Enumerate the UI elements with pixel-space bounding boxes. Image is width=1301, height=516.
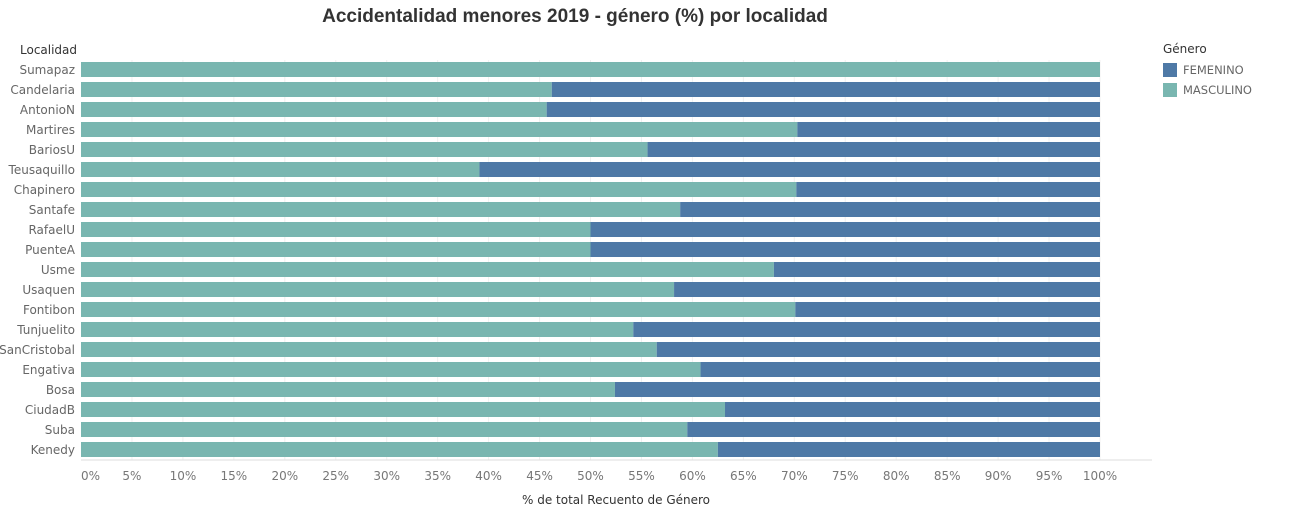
bar-femenino[interactable] (551, 82, 1100, 97)
x-tick-label: 80% (883, 469, 910, 483)
bar-masculino[interactable] (81, 362, 701, 377)
x-tick-label: 10% (170, 469, 197, 483)
x-tick-label: 95% (1036, 469, 1063, 483)
category-label: Tunjuelito (16, 323, 75, 337)
x-tick-label: 45% (526, 469, 553, 483)
category-label: Sumapaz (19, 63, 75, 77)
bar-femenino[interactable] (647, 142, 1100, 157)
bar-femenino[interactable] (795, 302, 1100, 317)
x-tick-label: 85% (934, 469, 961, 483)
bar-femenino[interactable] (773, 262, 1100, 277)
x-axis-label: % de total Recuento de Género (521, 493, 710, 507)
x-tick-label: 0% (81, 469, 100, 483)
legend-swatch-femenino (1163, 63, 1177, 77)
x-tick-label: 15% (221, 469, 248, 483)
bar-femenino[interactable] (796, 182, 1100, 197)
x-tick-label: 20% (271, 469, 298, 483)
bar-femenino[interactable] (590, 222, 1101, 237)
x-tick-label: 60% (679, 469, 706, 483)
category-label: Kenedy (31, 443, 75, 457)
bar-femenino[interactable] (590, 242, 1101, 257)
x-tick-label: 55% (628, 469, 655, 483)
category-label: Usaquen (22, 283, 75, 297)
bar-masculino[interactable] (81, 102, 547, 117)
x-tick-label: 70% (781, 469, 808, 483)
bar-femenino[interactable] (656, 342, 1100, 357)
bars (81, 62, 1101, 457)
bar-femenino[interactable] (479, 162, 1101, 177)
x-tick-label: 35% (424, 469, 451, 483)
x-tick-label: 30% (373, 469, 400, 483)
bar-masculino[interactable] (81, 82, 552, 97)
category-label: Usme (41, 263, 75, 277)
bar-masculino[interactable] (81, 162, 480, 177)
bar-masculino[interactable] (81, 242, 591, 257)
bar-masculino[interactable] (81, 202, 681, 217)
category-label: Bosa (46, 383, 75, 397)
bar-masculino[interactable] (81, 262, 774, 277)
y-axis-label: Localidad (20, 43, 78, 57)
category-label: AntonioN (20, 103, 75, 117)
bar-femenino[interactable] (717, 442, 1100, 457)
x-tick-label: 65% (730, 469, 757, 483)
category-label: Fontibon (23, 303, 75, 317)
legend: Género FEMENINO MASCULINO (1163, 42, 1252, 100)
bar-masculino[interactable] (81, 142, 648, 157)
bar-femenino[interactable] (797, 122, 1100, 137)
bar-femenino[interactable] (725, 402, 1100, 417)
bar-masculino[interactable] (81, 122, 798, 137)
x-tick-label: 100% (1083, 469, 1117, 483)
bar-femenino[interactable] (546, 102, 1100, 117)
bar-masculino[interactable] (81, 342, 657, 357)
category-label: Martires (26, 123, 75, 137)
x-tick-label: 25% (322, 469, 349, 483)
bar-femenino[interactable] (674, 282, 1100, 297)
legend-item-femenino[interactable]: FEMENINO (1163, 60, 1252, 80)
x-tick-label: 75% (832, 469, 859, 483)
category-label: Candelaria (10, 83, 75, 97)
bar-masculino[interactable] (81, 62, 1100, 77)
bar-chart: Sumapaz Candelaria AntonioN Martires BariosU… (0, 60, 1152, 483)
category-label: Suba (45, 423, 75, 437)
category-label: BariosU (29, 143, 75, 157)
x-tick-label: 40% (475, 469, 502, 483)
x-tick-labels: 0% 5% 10% 15% 20% 25% 30% 35% 40% 45% 50% 55% 60% 65%… (81, 469, 1117, 483)
bar-femenino[interactable] (680, 202, 1100, 217)
bar-masculino[interactable] (81, 322, 634, 337)
category-label: SanCristobal (0, 343, 75, 357)
bar-masculino[interactable] (81, 442, 718, 457)
legend-label-femenino: FEMENINO (1183, 63, 1244, 77)
gridlines (131, 60, 1101, 460)
category-label: Santafe (29, 203, 75, 217)
legend-item-masculino[interactable]: MASCULINO (1163, 80, 1252, 100)
category-label: RafaelU (28, 223, 75, 237)
category-labels: Sumapaz Candelaria AntonioN Martires BariosU… (0, 63, 76, 457)
bar-masculino[interactable] (81, 182, 797, 197)
bar-masculino[interactable] (81, 222, 591, 237)
bar-femenino[interactable] (687, 422, 1100, 437)
category-label: Chapinero (14, 183, 75, 197)
bar-masculino[interactable] (81, 422, 688, 437)
category-label: Teusaquillo (8, 163, 75, 177)
bar-femenino[interactable] (633, 322, 1100, 337)
bar-masculino[interactable] (81, 382, 615, 397)
category-label: CiudadB (25, 403, 75, 417)
legend-swatch-masculino (1163, 83, 1177, 97)
legend-label-masculino: MASCULINO (1183, 83, 1252, 97)
chart-title: Accidentalidad menores 2019 - género (%)… (322, 6, 828, 27)
category-label: Engativa (22, 363, 75, 377)
legend-title: Género (1163, 42, 1207, 56)
bar-femenino[interactable] (700, 362, 1100, 377)
category-label: PuenteA (25, 243, 76, 257)
x-tick-label: 5% (122, 469, 141, 483)
x-tick-label: 50% (577, 469, 604, 483)
bar-masculino[interactable] (81, 402, 726, 417)
x-tick-label: 90% (985, 469, 1012, 483)
bar-masculino[interactable] (81, 302, 796, 317)
bar-femenino[interactable] (614, 382, 1100, 397)
bar-masculino[interactable] (81, 282, 675, 297)
